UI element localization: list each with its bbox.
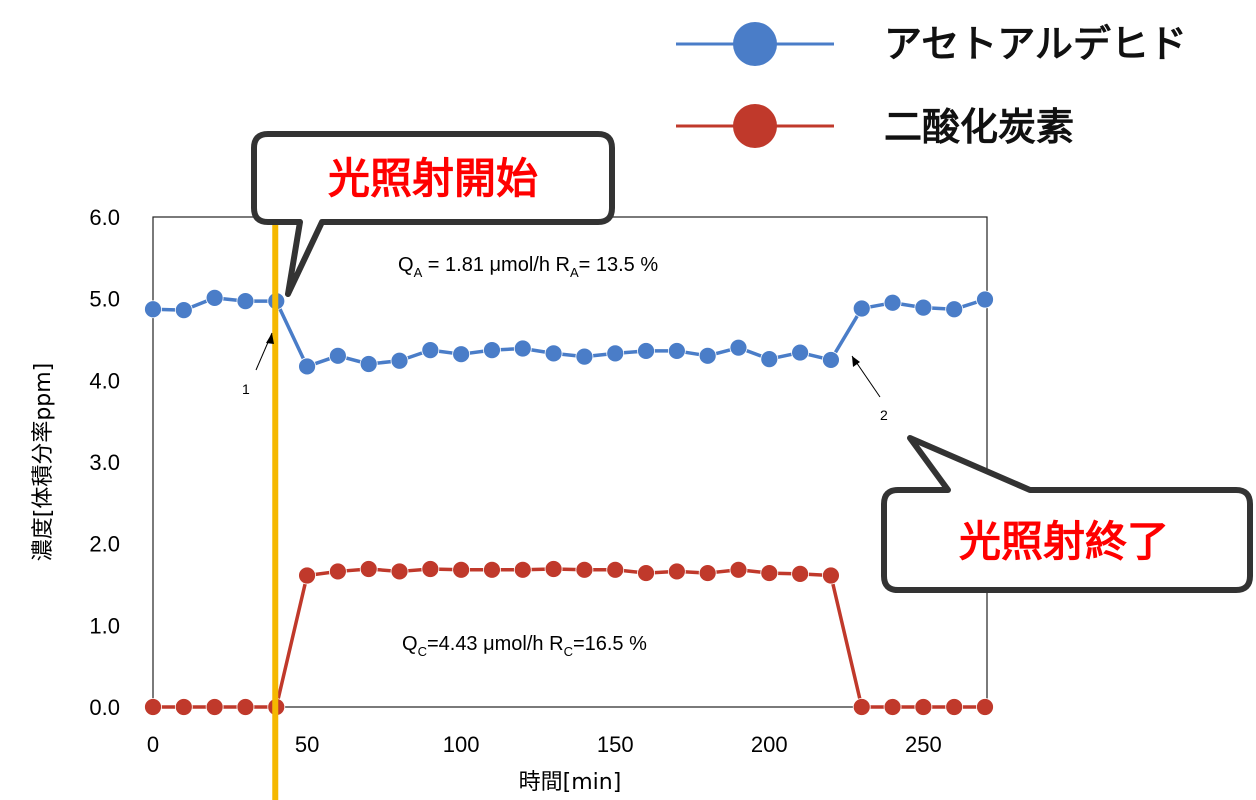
- callout-light-start: 光照射開始: [251, 131, 615, 297]
- callout-light-end-bubble: [881, 435, 1253, 593]
- marker-1-arrow: [255, 332, 274, 371]
- data-point-acetaldehyde: [144, 300, 162, 319]
- legend-label-acetaldehyde: アセトアルデヒド: [884, 22, 1187, 66]
- data-point-co2: [205, 698, 224, 716]
- marker-1-label: 1: [242, 381, 250, 397]
- data-point-acetaldehyde: [575, 347, 594, 366]
- data-point-co2: [328, 562, 347, 581]
- data-point-co2: [452, 560, 471, 579]
- data-point-co2: [174, 698, 193, 716]
- data-point-acetaldehyde: [822, 351, 840, 369]
- legend-item-co2: 二酸化炭素: [676, 104, 1074, 149]
- data-point-acetaldehyde: [483, 341, 501, 360]
- x-tick-label: 0: [147, 732, 159, 757]
- data-point-acetaldehyde: [298, 357, 316, 376]
- y-axis-ticks: 0.0 1.0 2.0 3.0 4.0 5.0 6.0: [89, 205, 120, 720]
- data-point-co2: [359, 560, 378, 578]
- legend: アセトアルデヒド 二酸化炭素: [676, 22, 1187, 149]
- data-point-acetaldehyde: [328, 346, 347, 365]
- y-tick-label: 6.0: [89, 205, 120, 230]
- series-line-co2: [153, 567, 985, 709]
- data-point-acetaldehyde: [791, 343, 810, 362]
- marker-2-label: 2: [880, 407, 888, 423]
- marker-2-arrow: [851, 355, 881, 398]
- data-point-co2: [822, 566, 840, 585]
- data-point-co2: [483, 560, 501, 579]
- data-point-acetaldehyde: [174, 301, 193, 320]
- data-point-co2: [760, 564, 779, 582]
- data-point-co2: [852, 698, 871, 716]
- x-tick-label: 250: [905, 732, 942, 757]
- y-tick-label: 2.0: [89, 532, 120, 557]
- data-point-acetaldehyde: [513, 339, 532, 358]
- data-point-acetaldehyde: [236, 292, 255, 311]
- data-point-co2: [606, 560, 625, 579]
- y-axis-label: 濃度[体積分率ppm]: [31, 363, 56, 562]
- x-tick-label: 150: [597, 732, 634, 757]
- legend-marker-co2: [733, 104, 777, 148]
- legend-item-acetaldehyde: アセトアルデヒド: [676, 22, 1187, 66]
- data-point-co2: [791, 564, 810, 583]
- x-tick-label: 200: [751, 732, 788, 757]
- data-point-acetaldehyde: [976, 290, 994, 309]
- series-layer: [144, 288, 994, 716]
- data-point-co2: [637, 564, 655, 582]
- data-point-co2: [575, 560, 594, 579]
- data-point-acetaldehyde: [883, 293, 902, 312]
- callout-light-start-text: 光照射開始: [328, 154, 538, 203]
- data-point-co2: [729, 560, 748, 579]
- data-point-co2: [544, 560, 563, 578]
- y-tick-label: 4.0: [89, 368, 120, 393]
- data-point-acetaldehyde: [667, 342, 686, 360]
- x-axis-label: 時間[min]: [519, 770, 622, 795]
- data-point-acetaldehyde: [390, 351, 409, 370]
- data-point-acetaldehyde: [945, 300, 964, 319]
- data-point-co2: [914, 698, 933, 716]
- data-point-acetaldehyde: [914, 298, 933, 317]
- data-point-co2: [883, 698, 902, 716]
- data-point-acetaldehyde: [421, 341, 440, 360]
- data-point-co2: [390, 562, 409, 581]
- callout-light-start-bubble: [251, 131, 615, 297]
- x-axis-ticks: 0 50 100 150 200 250: [147, 732, 942, 757]
- data-point-co2: [945, 698, 964, 716]
- data-point-acetaldehyde: [852, 299, 871, 318]
- data-point-co2: [667, 562, 686, 581]
- data-point-co2: [976, 698, 994, 716]
- data-point-co2: [236, 698, 255, 716]
- data-point-co2: [298, 566, 316, 585]
- data-point-co2: [698, 564, 717, 582]
- data-point-acetaldehyde: [452, 345, 471, 364]
- y-tick-label: 1.0: [89, 613, 120, 638]
- data-point-acetaldehyde: [637, 342, 655, 360]
- data-point-co2: [421, 560, 440, 578]
- data-point-acetaldehyde: [205, 288, 224, 307]
- data-point-acetaldehyde: [544, 344, 563, 363]
- callout-light-end-text: 光照射終了: [959, 517, 1169, 566]
- y-tick-label: 0.0: [89, 695, 120, 720]
- y-tick-label: 5.0: [89, 287, 120, 312]
- legend-marker-acetaldehyde: [733, 22, 777, 66]
- data-point-acetaldehyde: [729, 338, 748, 357]
- callout-light-end: 光照射終了: [881, 435, 1253, 593]
- data-point-acetaldehyde: [698, 346, 717, 365]
- data-point-co2: [144, 698, 162, 716]
- x-tick-label: 100: [443, 732, 480, 757]
- legend-label-co2: 二酸化炭素: [884, 105, 1074, 149]
- series-line-acetaldehyde: [152, 296, 986, 369]
- data-point-acetaldehyde: [606, 344, 625, 363]
- data-point-acetaldehyde: [760, 350, 779, 369]
- x-tick-label: 50: [295, 732, 319, 757]
- data-point-acetaldehyde: [359, 355, 378, 373]
- y-tick-label: 3.0: [89, 450, 120, 475]
- data-point-co2: [513, 560, 532, 579]
- acetaldehyde-rate-annotation: QA = 1.81 μmol/h RA= 13.5 %: [398, 254, 658, 280]
- co2-rate-annotation: QC=4.43 μmol/h RC=16.5 %: [402, 633, 647, 659]
